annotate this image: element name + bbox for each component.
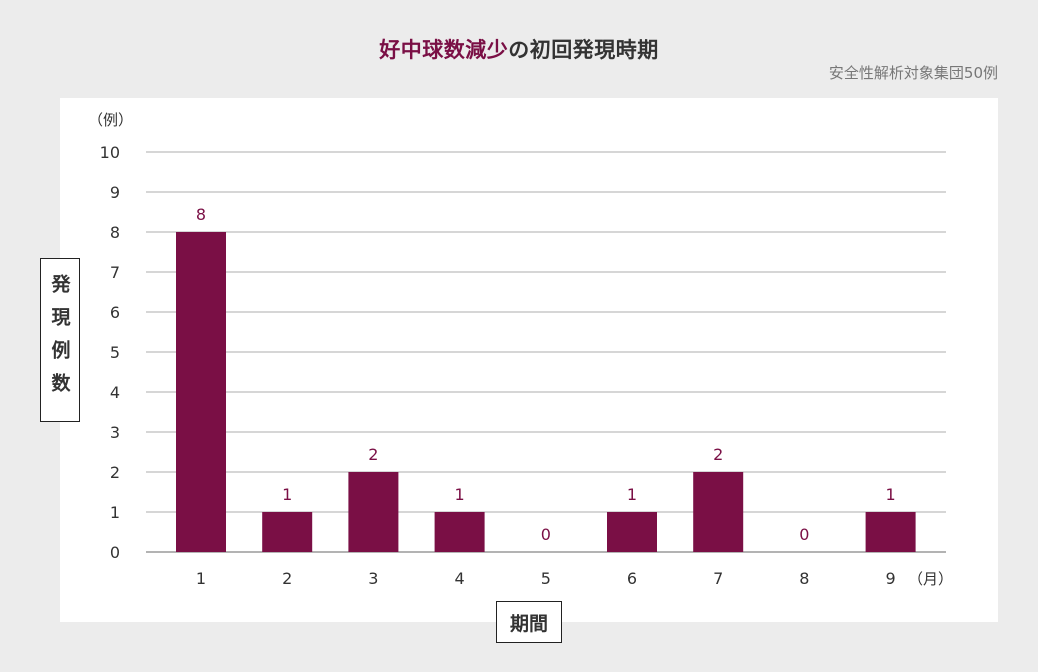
data-label: 2: [368, 445, 378, 464]
x-axis-label: 期間: [496, 601, 562, 643]
data-label: 1: [282, 485, 292, 504]
y-tick-label: 6: [110, 303, 120, 322]
y-axis-label: 発現例数: [40, 258, 80, 422]
x-tick-label: 2: [282, 569, 292, 588]
data-label: 1: [627, 485, 637, 504]
bar: [693, 472, 744, 552]
data-label: 2: [713, 445, 723, 464]
x-tick-label: 7: [713, 569, 723, 588]
bar: [262, 512, 313, 552]
bar: [176, 232, 226, 552]
y-tick-label: 0: [110, 543, 120, 562]
bar: [434, 512, 485, 552]
bar: [865, 512, 916, 552]
x-tick-label: 4: [455, 569, 465, 588]
data-label: 0: [799, 525, 809, 544]
chart-subtitle: 安全性解析対象集団50例: [828, 64, 998, 82]
y-tick-label: 10: [100, 143, 120, 162]
y-tick-label: 7: [110, 263, 120, 282]
y-tick-label: 4: [110, 383, 120, 402]
data-label: 8: [196, 205, 206, 224]
y-tick-label: 5: [110, 343, 120, 362]
x-tick-label: 1: [196, 569, 206, 588]
bar: [607, 512, 657, 552]
y-tick-label: 9: [110, 183, 120, 202]
x-tick-label: 5: [541, 569, 551, 588]
chart-title: 好中球数減少の初回発現時期: [0, 34, 1038, 64]
y-tick-label: 3: [110, 423, 120, 442]
bar: [348, 472, 399, 552]
y-tick-label: 8: [110, 223, 120, 242]
y-tick-label: 1: [110, 503, 120, 522]
chart-title-accent: 好中球数減少: [379, 38, 509, 62]
y-tick-label: 2: [110, 463, 120, 482]
x-tick-label: 8: [799, 569, 809, 588]
data-label: 0: [541, 525, 551, 544]
x-tick-label: 6: [627, 569, 637, 588]
x-tick-label: 9: [886, 569, 896, 588]
data-label: 1: [455, 485, 465, 504]
y-axis-unit: （例）: [88, 111, 133, 129]
x-tick-label: 3: [368, 569, 378, 588]
chart-title-rest: の初回発現時期: [508, 38, 659, 62]
x-axis-unit: （月）: [908, 570, 953, 588]
data-label: 1: [886, 485, 896, 504]
